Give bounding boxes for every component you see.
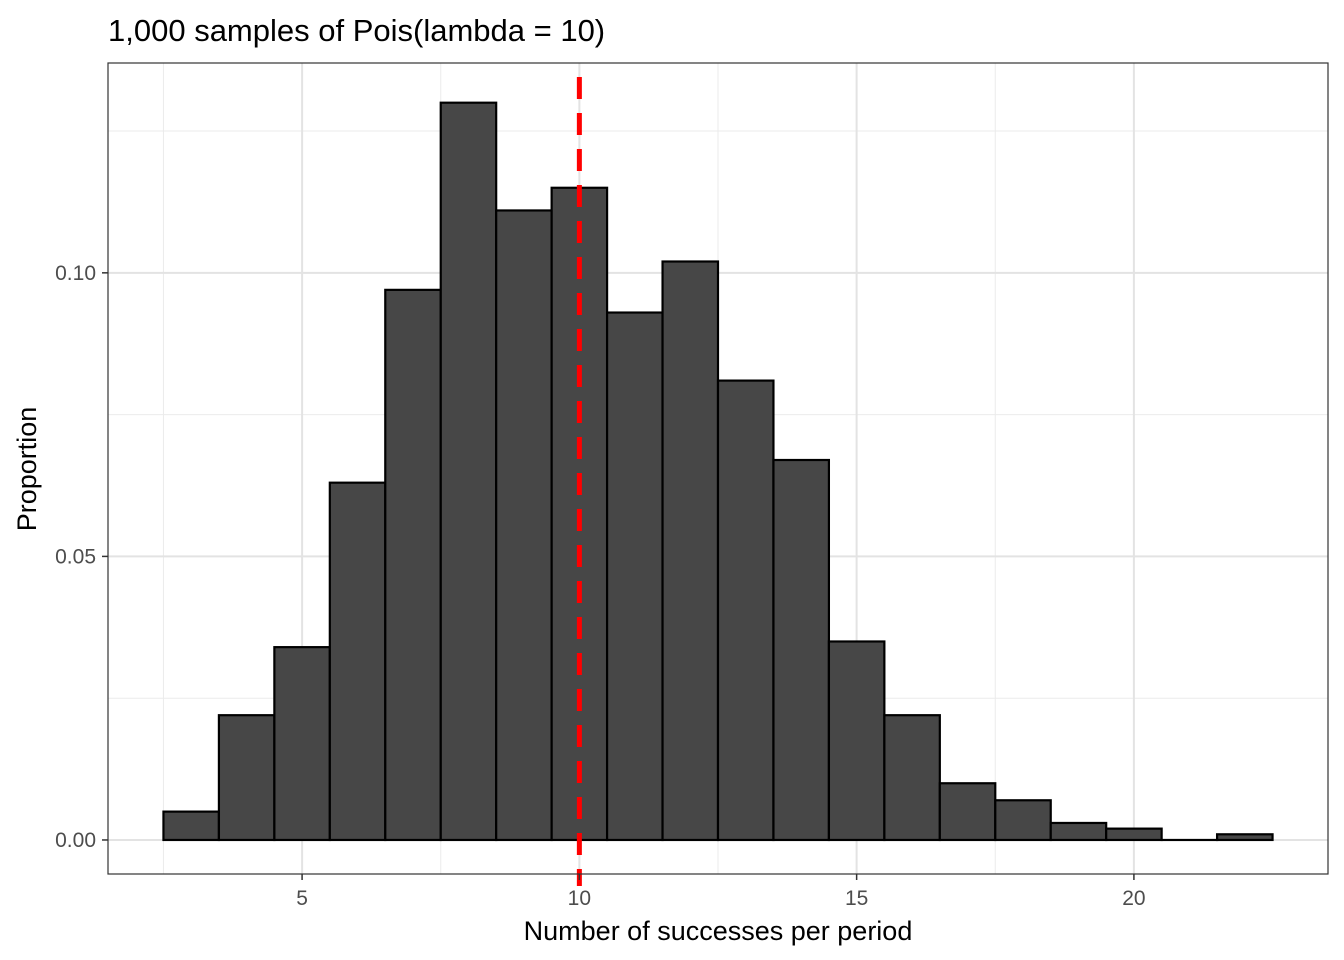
panel-border (107, 62, 1329, 875)
y-tick-label: 0.00 (55, 829, 96, 852)
x-tick-label: 15 (845, 887, 868, 910)
x-axis: 5 10 15 20 (296, 874, 1146, 910)
histogram-bar-18 (994, 799, 1052, 842)
histogram-bar-3 (162, 810, 221, 842)
histogram-bar-7 (384, 288, 442, 842)
histogram-bar-15 (827, 640, 886, 842)
histogram-bar-16 (883, 714, 941, 842)
y-axis: 0.00 0.05 0.10 (55, 262, 108, 852)
histogram-bar-11 (605, 311, 664, 842)
histogram-bar-19 (1049, 821, 1108, 842)
bars (162, 101, 1274, 842)
x-tick-label: 10 (568, 887, 591, 910)
y-tick-label: 0.10 (55, 262, 96, 285)
histogram-bar-17 (938, 782, 997, 842)
histogram-bar-14 (772, 458, 831, 842)
y-axis-title: Proportion (12, 407, 42, 532)
histogram-bar-5 (273, 646, 331, 842)
y-tick-label: 0.05 (55, 545, 96, 568)
histogram-bar-12 (661, 260, 720, 842)
histogram-bar-13 (716, 379, 775, 842)
histogram-bar-4 (217, 714, 276, 842)
x-tick-label: 20 (1122, 887, 1145, 910)
chart-title: 1,000 samples of Pois(lambda = 10) (108, 13, 605, 48)
x-tick-label: 5 (296, 887, 308, 910)
histogram-bar-9 (495, 209, 553, 842)
histogram-bar-20 (1105, 827, 1163, 842)
histogram-bar-8 (439, 101, 498, 842)
histogram-bar-22 (1215, 833, 1274, 842)
histogram-bar-6 (328, 481, 387, 842)
x-axis-title: Number of successes per period (524, 916, 913, 946)
